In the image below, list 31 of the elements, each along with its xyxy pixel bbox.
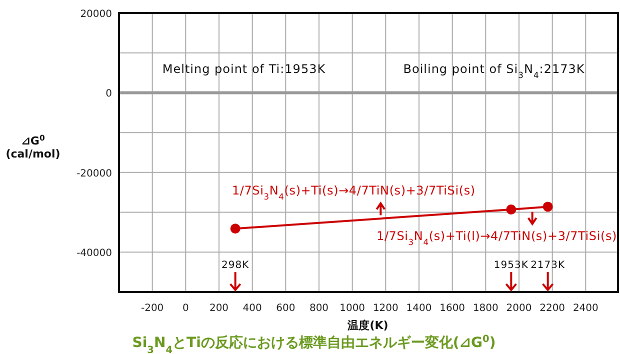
annotation: 1/7Si$_{3}$N$_{4}$(s)+Ti(l)→4/7TiN(s)+3/7TiSi(s) xyxy=(376,228,617,247)
x-tick-label: 2400 xyxy=(572,303,598,314)
y-tick-label: -20000 xyxy=(76,168,112,180)
x-tick-label: 0 xyxy=(182,303,189,314)
annotation: 1953K xyxy=(494,260,528,271)
x-tick-label: 800 xyxy=(309,303,329,314)
y-tick-label: 20000 xyxy=(80,9,112,20)
annotation: 298K xyxy=(222,260,250,271)
annotation: Boiling point of Si$_{3}$N$_{4}$:2173K xyxy=(403,62,586,80)
x-tick-label: 1400 xyxy=(406,303,432,314)
point xyxy=(230,224,240,234)
x-axis-title: 温度(K) xyxy=(346,319,388,332)
annotation: 2173K xyxy=(530,260,566,271)
point xyxy=(506,204,516,214)
text: Si$_{3}$N$_{4}$とTiの反応における標準自由エネルギー変化(⊿G$^{0}$) xyxy=(132,334,496,354)
y-tick-label: -40000 xyxy=(76,248,112,260)
annotation: 1/7Si$_{3}$N$_{4}$(s)+Ti(s)→4/7TiN(s)+3/7TiSi(s) xyxy=(232,183,476,202)
x-tick-label: 2000 xyxy=(506,303,532,314)
point xyxy=(542,202,553,212)
x-tick-label: 1800 xyxy=(472,303,498,314)
x-tick-label: 200 xyxy=(209,303,229,314)
y-tick-label: 0 xyxy=(106,88,112,100)
x-tick-label: 400 xyxy=(242,303,262,314)
y-axis-title: ⊿G$^{0}$ (cal/mol) xyxy=(6,133,60,161)
x-tick-label: 1000 xyxy=(340,303,366,314)
annotation: Melting point of Ti:1953K xyxy=(162,62,326,76)
x-tick-label: 1200 xyxy=(372,303,398,314)
x-tick-label: -200 xyxy=(140,303,164,314)
x-tick-label: 1600 xyxy=(440,303,466,314)
x-tick-label: 2200 xyxy=(540,303,566,314)
x-tick-label: 600 xyxy=(276,303,296,314)
